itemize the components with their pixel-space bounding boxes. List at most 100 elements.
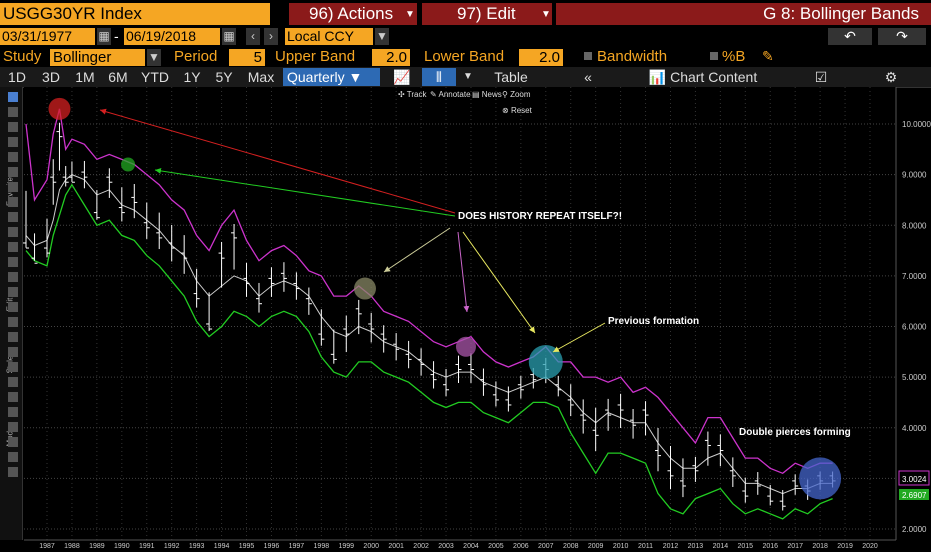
y-tick-label: 7.0000 [902, 272, 927, 281]
sidebar-tool-icon[interactable] [8, 452, 18, 462]
sidebar-tool-icon[interactable] [8, 362, 18, 372]
currency-caret-icon[interactable]: ▼ [375, 28, 389, 45]
chart-content-button[interactable]: 📊 Chart Content [644, 68, 762, 86]
edit-caret-icon[interactable]: ▼ [541, 9, 551, 20]
table-button[interactable]: Table [494, 69, 528, 85]
sidebar-section-label: Modes [5, 422, 15, 447]
period-tab[interactable]: 1M [75, 69, 95, 85]
highlight-circle-blue [799, 457, 842, 500]
period-tab[interactable]: 3D [42, 69, 60, 85]
plot-background [24, 87, 896, 540]
sidebar-tool-icon[interactable] [8, 197, 18, 207]
sidebar-tool-icon[interactable] [8, 287, 18, 297]
edit-menu[interactable]: 97) Edit [422, 3, 552, 25]
study-caret-icon[interactable]: ▼ [147, 49, 161, 66]
end-date-field[interactable]: 06/19/2018 [124, 28, 220, 45]
sidebar-tool-icon[interactable] [8, 377, 18, 387]
collapse-icon[interactable]: « [584, 69, 592, 85]
edit-chart-icon[interactable]: ☑ [814, 69, 828, 85]
x-tick-label: 2013 [688, 543, 704, 550]
x-tick-label: 2008 [563, 543, 579, 550]
frequency-select[interactable]: Quarterly ▼ [283, 68, 380, 86]
chart-area[interactable]: 10.0000 9.0000 8.0000 7.0000 6.0000 5.0000 4.0… [0, 87, 931, 552]
sidebar-tool-icon[interactable] [8, 272, 18, 282]
gear-icon[interactable]: ⚙ [884, 69, 898, 85]
y-tick-label: 9.0000 [902, 171, 927, 180]
study-select[interactable]: Bollinger [50, 49, 145, 66]
sidebar-tool-icon[interactable] [8, 152, 18, 162]
period-tab[interactable]: 6M [108, 69, 128, 85]
track-label: Track [406, 90, 427, 99]
y-tick-label: 8.0000 [902, 221, 927, 230]
sidebar-tool-icon[interactable] [8, 437, 18, 447]
y-tick-label: 10.0000 [902, 120, 931, 129]
sidebar-tool-icon[interactable] [8, 467, 18, 477]
sidebar-tool-icon[interactable] [8, 212, 18, 222]
ticker-title[interactable]: USGG30YR Index [0, 3, 270, 25]
currency-field[interactable]: Local CCY [285, 28, 373, 45]
x-tick-label: 2000 [363, 543, 379, 550]
sidebar-tool-icon[interactable] [8, 137, 18, 147]
undo-icon[interactable]: ↶ [828, 28, 872, 45]
x-tick-label: 2006 [513, 543, 529, 550]
news-tool[interactable]: ▤ News [472, 90, 502, 99]
y-tick-label: 4.0000 [902, 424, 927, 433]
period-tab[interactable]: 1Y [183, 69, 201, 85]
bar-chart-icon[interactable]: ⫴ [422, 68, 456, 86]
date-separator: - [114, 28, 119, 44]
x-tick-label: 2014 [713, 543, 729, 550]
highlight-circle-teal [528, 344, 563, 379]
sidebar-tool-icon[interactable] [8, 302, 18, 312]
sidebar-tool-icon[interactable] [8, 92, 18, 102]
zoom-tool[interactable]: ⚲ Zoom [502, 90, 531, 99]
x-tick-label: 2017 [787, 543, 803, 550]
redo-icon[interactable]: ↷ [878, 28, 926, 45]
period-tab[interactable]: Max [247, 69, 275, 85]
sidebar-tool-icon[interactable] [8, 257, 18, 267]
x-tick-label: 2020 [862, 543, 878, 550]
track-tool[interactable]: ✣ Track [398, 90, 427, 99]
highlight-circle-purple [455, 336, 476, 357]
next-arrow-icon[interactable]: › [264, 28, 278, 45]
x-tick-label: 2003 [438, 543, 454, 550]
calendar-icon[interactable]: ▦ [97, 28, 111, 45]
line-chart-icon[interactable]: 📈 [393, 69, 411, 85]
upper-band-line [25, 108, 833, 475]
sidebar-tool-icon[interactable] [8, 407, 18, 417]
sidebar-tool-icon[interactable] [8, 422, 18, 432]
sidebar-tool-icon[interactable] [8, 332, 18, 342]
annotate-tool[interactable]: ✎ Annotate [430, 90, 471, 99]
highlight-circle-red [48, 97, 71, 120]
sidebar-tool-icon[interactable] [8, 242, 18, 252]
calendar-icon[interactable]: ▦ [222, 28, 236, 45]
actions-caret-icon[interactable]: ▼ [405, 9, 415, 20]
sidebar-tool-icon[interactable] [8, 347, 18, 357]
sidebar-tool-icon[interactable] [8, 182, 18, 192]
upper-band-field[interactable]: 2.0 [372, 49, 410, 66]
sidebar-tool-icon[interactable] [8, 317, 18, 327]
bandwidth-checkbox[interactable] [584, 52, 592, 60]
lower-band-field[interactable]: 2.0 [519, 49, 563, 66]
pencil-icon[interactable]: ✎ [762, 48, 774, 64]
x-tick-label: 1991 [139, 543, 155, 550]
x-tick-label: 2009 [588, 543, 604, 550]
x-tick-label: 1988 [64, 543, 80, 550]
sidebar-tool-icon[interactable] [8, 392, 18, 402]
period-tab[interactable]: YTD [141, 69, 169, 85]
annotation-arrow [462, 231, 536, 334]
actions-menu[interactable]: 96) Actions [289, 3, 417, 25]
sidebar-tool-icon[interactable] [8, 167, 18, 177]
prev-arrow-icon[interactable]: ‹ [246, 28, 260, 45]
period-tab[interactable]: 1D [8, 69, 26, 85]
reset-button[interactable]: ⊗ Reset [502, 106, 532, 115]
start-date-field[interactable]: 03/31/1977 [0, 28, 95, 45]
pctb-checkbox[interactable] [710, 52, 718, 60]
sidebar-tool-icon[interactable] [8, 227, 18, 237]
chart-type-caret-icon[interactable]: ▼ [463, 71, 473, 82]
annotation-text: DOES HISTORY REPEAT ITSELF?! [458, 211, 622, 222]
period-tab[interactable]: 5Y [215, 69, 233, 85]
lower-band-label-box [899, 489, 929, 500]
sidebar-tool-icon[interactable] [8, 122, 18, 132]
sidebar-tool-icon[interactable] [8, 107, 18, 117]
period-field[interactable]: 5 [229, 49, 265, 66]
